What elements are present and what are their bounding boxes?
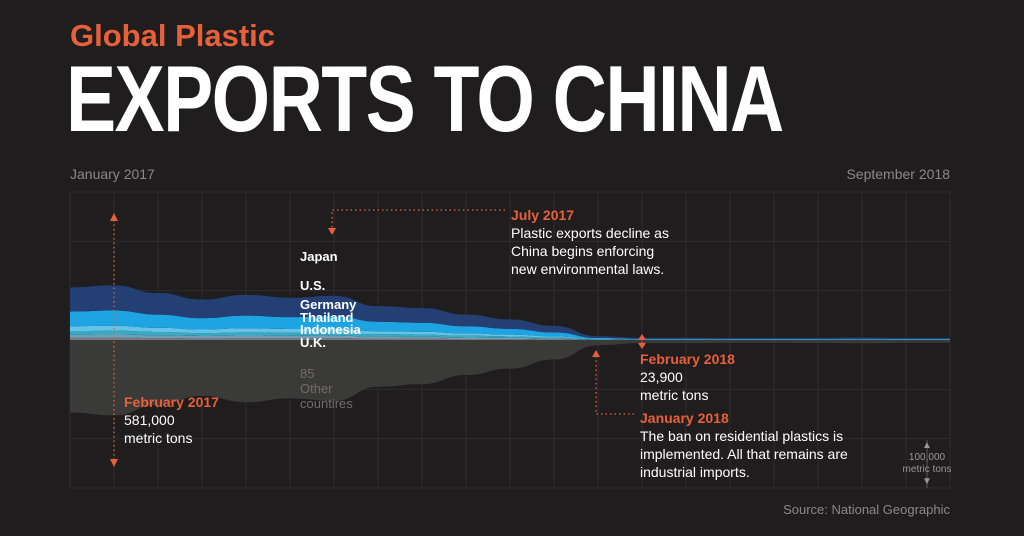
annotation-line: 23,900 [640,369,683,385]
leader-arrow-icon [592,350,600,357]
scale-up-arrow-icon: ▲ [922,440,932,451]
annotation-date: July 2017 [511,207,575,223]
label-indonesia: Indonesia [300,322,361,337]
annotation-line: Plastic exports decline as [511,225,669,241]
label-other-countries: countires [300,396,353,411]
area-thailand [70,330,950,340]
annotation-line: implemented. All that remains are [640,446,848,462]
end-date-label: September 2018 [846,166,950,182]
area-indonesia [70,334,950,340]
label-us: U.S. [300,278,325,293]
annotation-line: China begins enforcing [511,243,655,259]
label-uk: U.K. [300,335,326,350]
annotation-line: new environmental laws. [511,261,665,277]
label-japan: Japan [300,249,338,264]
annotation-date: February 2017 [124,394,219,410]
annotation-july-2017: July 2017 Plastic exports decline as Chi… [511,206,669,278]
leader-july-2017 [331,209,505,228]
leader-arrow-icon [328,228,336,235]
annotation-date: February 2018 [640,351,735,367]
leader-arrow-icon [110,459,118,467]
annotation-feb-2017: February 2017 581,000 metric tons [124,393,219,447]
annotation-date: January 2018 [640,410,729,426]
annotation-line: industrial imports. [640,464,750,480]
annotation-line: metric tons [124,430,193,446]
scale-legend: ▲ 100,000 metric tons ▼ [896,440,958,488]
annotation-jan-2018: January 2018 The ban on residential plas… [640,409,848,481]
label-other-countries: Other [300,381,333,396]
chart-title: EXPORTS TO CHINA [66,46,784,151]
annotation-line: metric tons [640,387,709,403]
label-other-countries: 85 [300,366,314,381]
area-other-countries [70,340,950,416]
label-germany: Germany [300,297,357,312]
start-date-label: January 2017 [70,166,155,182]
leader-jan-2018 [595,356,635,415]
label-thailand: Thailand [300,310,354,325]
leader-arrow-icon [638,334,646,340]
area-germany [70,325,950,340]
annotation-line: The ban on residential plastics is [640,428,844,444]
annotation-line: 581,000 [124,412,175,428]
area-u-s [70,310,950,340]
area-japan [70,285,950,339]
chart-subtitle: Global Plastic [70,18,276,53]
leader-arrow-icon [638,343,646,349]
scale-label: 100,000 metric tons [902,452,952,475]
source-credit: Source: National Geographic [783,502,950,517]
scale-down-arrow-icon: ▼ [922,476,932,487]
area-u-k [70,337,950,340]
annotation-feb-2018: February 2018 23,900 metric tons [640,350,735,404]
leader-arrow-icon [110,213,118,221]
